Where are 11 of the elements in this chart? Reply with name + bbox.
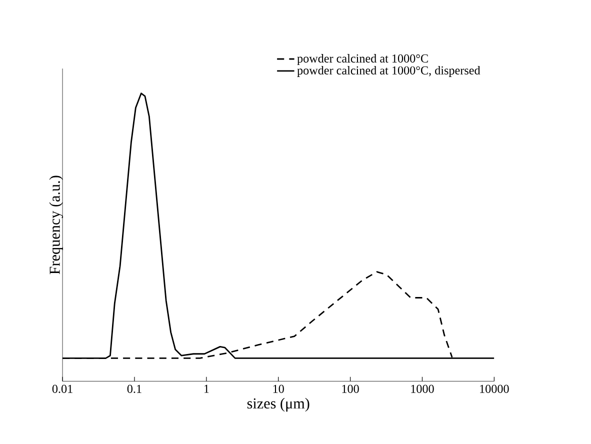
legend-label: powder calcined at 1000°C xyxy=(297,54,428,66)
x-tick-label: 0.01 xyxy=(52,384,72,394)
x-axis-title: sizes (μm) xyxy=(247,398,310,412)
legend-label: powder calcined at 1000°C, dispersed xyxy=(297,66,480,78)
x-tick-label: 1 xyxy=(204,384,209,393)
x-tick-label: 1000 xyxy=(411,384,434,394)
x-tick-label: 10 xyxy=(273,384,284,394)
x-tick-label: 0.1 xyxy=(127,384,142,394)
x-tick-label: 10000 xyxy=(480,384,509,394)
y-axis-title: Frequency (a.u.) xyxy=(49,176,63,274)
x-tick-label: 100 xyxy=(342,384,359,394)
